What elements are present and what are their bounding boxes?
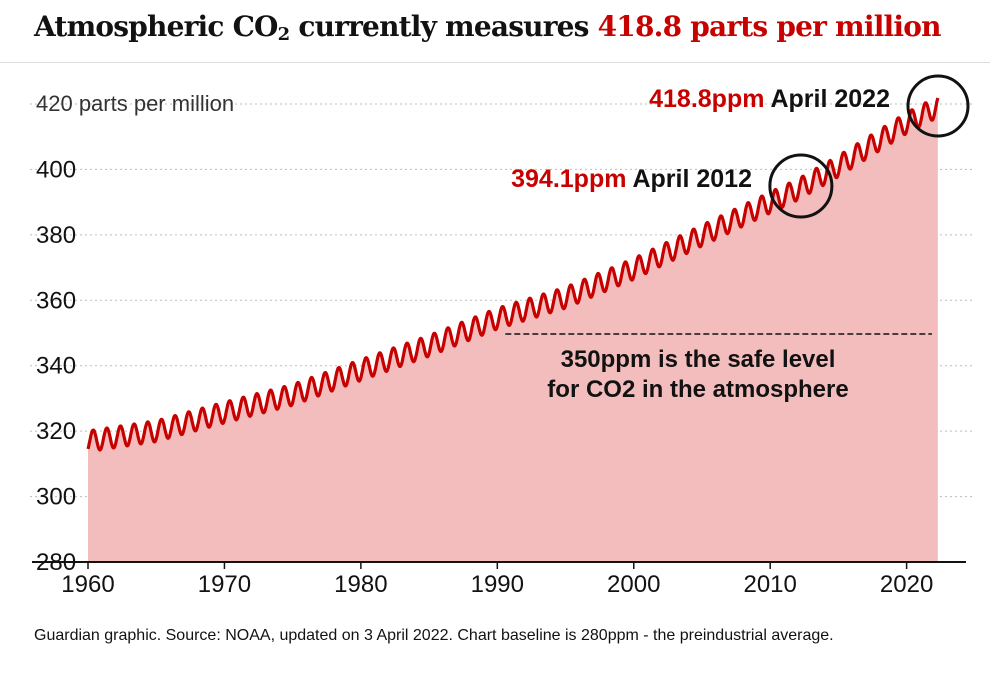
x-tick-label-1970: 1970 bbox=[198, 571, 251, 598]
annotation-date-2: April 2012 bbox=[632, 165, 752, 193]
chart-title: Atmospheric CO2 currently measures 418.8… bbox=[34, 10, 942, 45]
x-tick-label-2000: 2000 bbox=[607, 571, 660, 598]
safe-level-label-line-1: 350ppm is the safe level bbox=[561, 346, 836, 373]
y-tick-label-340: 340 bbox=[36, 353, 76, 380]
x-tick-label-1960: 1960 bbox=[61, 571, 114, 598]
x-tick-label-2010: 2010 bbox=[743, 571, 796, 598]
source-footnote: Guardian graphic. Source: NOAA, updated … bbox=[34, 627, 834, 644]
x-tick-label-1980: 1980 bbox=[334, 571, 387, 598]
title-highlight: 418.8 parts per million bbox=[597, 10, 942, 43]
y-tick-label-380: 380 bbox=[36, 222, 76, 249]
y-tick-label-320: 320 bbox=[36, 418, 76, 445]
annotation-circle-1 bbox=[906, 74, 970, 138]
safe-level-label-line-2: for CO2 in the atmosphere bbox=[547, 376, 848, 403]
annotation-value-2: 394.1ppm bbox=[511, 165, 632, 193]
annotation-value-1: 418.8ppm bbox=[649, 85, 770, 113]
title-subscript: 2 bbox=[277, 24, 291, 45]
y-tick-label-300: 300 bbox=[36, 484, 76, 511]
title-middle: currently measures bbox=[289, 10, 598, 43]
annotation-date-1: April 2022 bbox=[770, 85, 890, 113]
annotation-label-2: 394.1ppm April 2012 bbox=[511, 165, 752, 193]
y-tick-label-360: 360 bbox=[36, 287, 76, 314]
x-tick-label-2020: 2020 bbox=[880, 571, 933, 598]
co2-area-fill bbox=[88, 98, 938, 562]
co2-series-line bbox=[86, 97, 940, 452]
y-tick-label-400: 400 bbox=[36, 156, 76, 183]
annotation-circle-2 bbox=[768, 153, 834, 219]
annotation-label-1: 418.8ppm April 2022 bbox=[649, 85, 890, 113]
x-tick-label-1990: 1990 bbox=[471, 571, 524, 598]
title-prefix: Atmospheric CO bbox=[34, 10, 278, 43]
top-divider bbox=[0, 62, 990, 63]
y-tick-label-420: 420 parts per million bbox=[36, 91, 234, 116]
